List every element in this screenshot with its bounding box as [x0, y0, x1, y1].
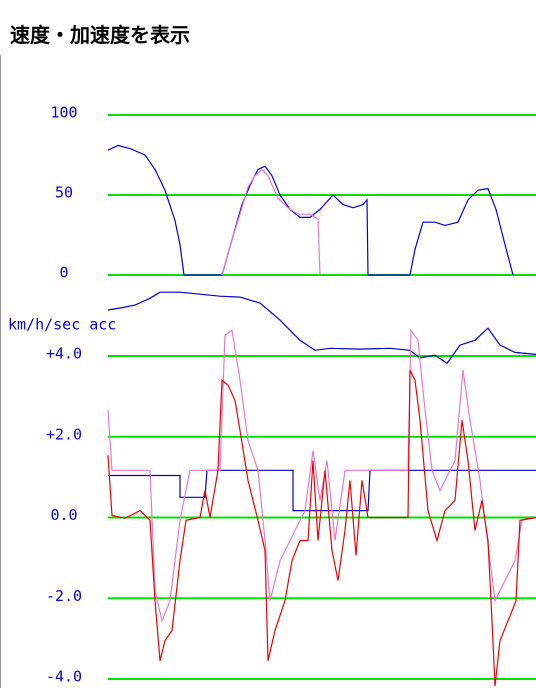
data-line	[107, 369, 536, 686]
y-tick-label: -4.0	[46, 668, 82, 686]
page-title: 速度・加速度を表示	[10, 23, 190, 47]
y-tick-label: 100	[50, 104, 77, 122]
data-line	[108, 469, 536, 512]
y-tick-label: +4.0	[46, 345, 82, 363]
y-axis-label: km/h/sec acc	[8, 316, 116, 334]
y-tick-label: 0	[59, 264, 68, 282]
y-tick-label: -2.0	[46, 587, 82, 605]
data-line	[221, 168, 321, 276]
y-tick-label: 0.0	[50, 506, 77, 524]
y-tick-label: 50	[55, 184, 73, 202]
data-line	[107, 144, 514, 276]
data-line	[107, 291, 536, 365]
y-tick-label: +2.0	[46, 425, 82, 443]
